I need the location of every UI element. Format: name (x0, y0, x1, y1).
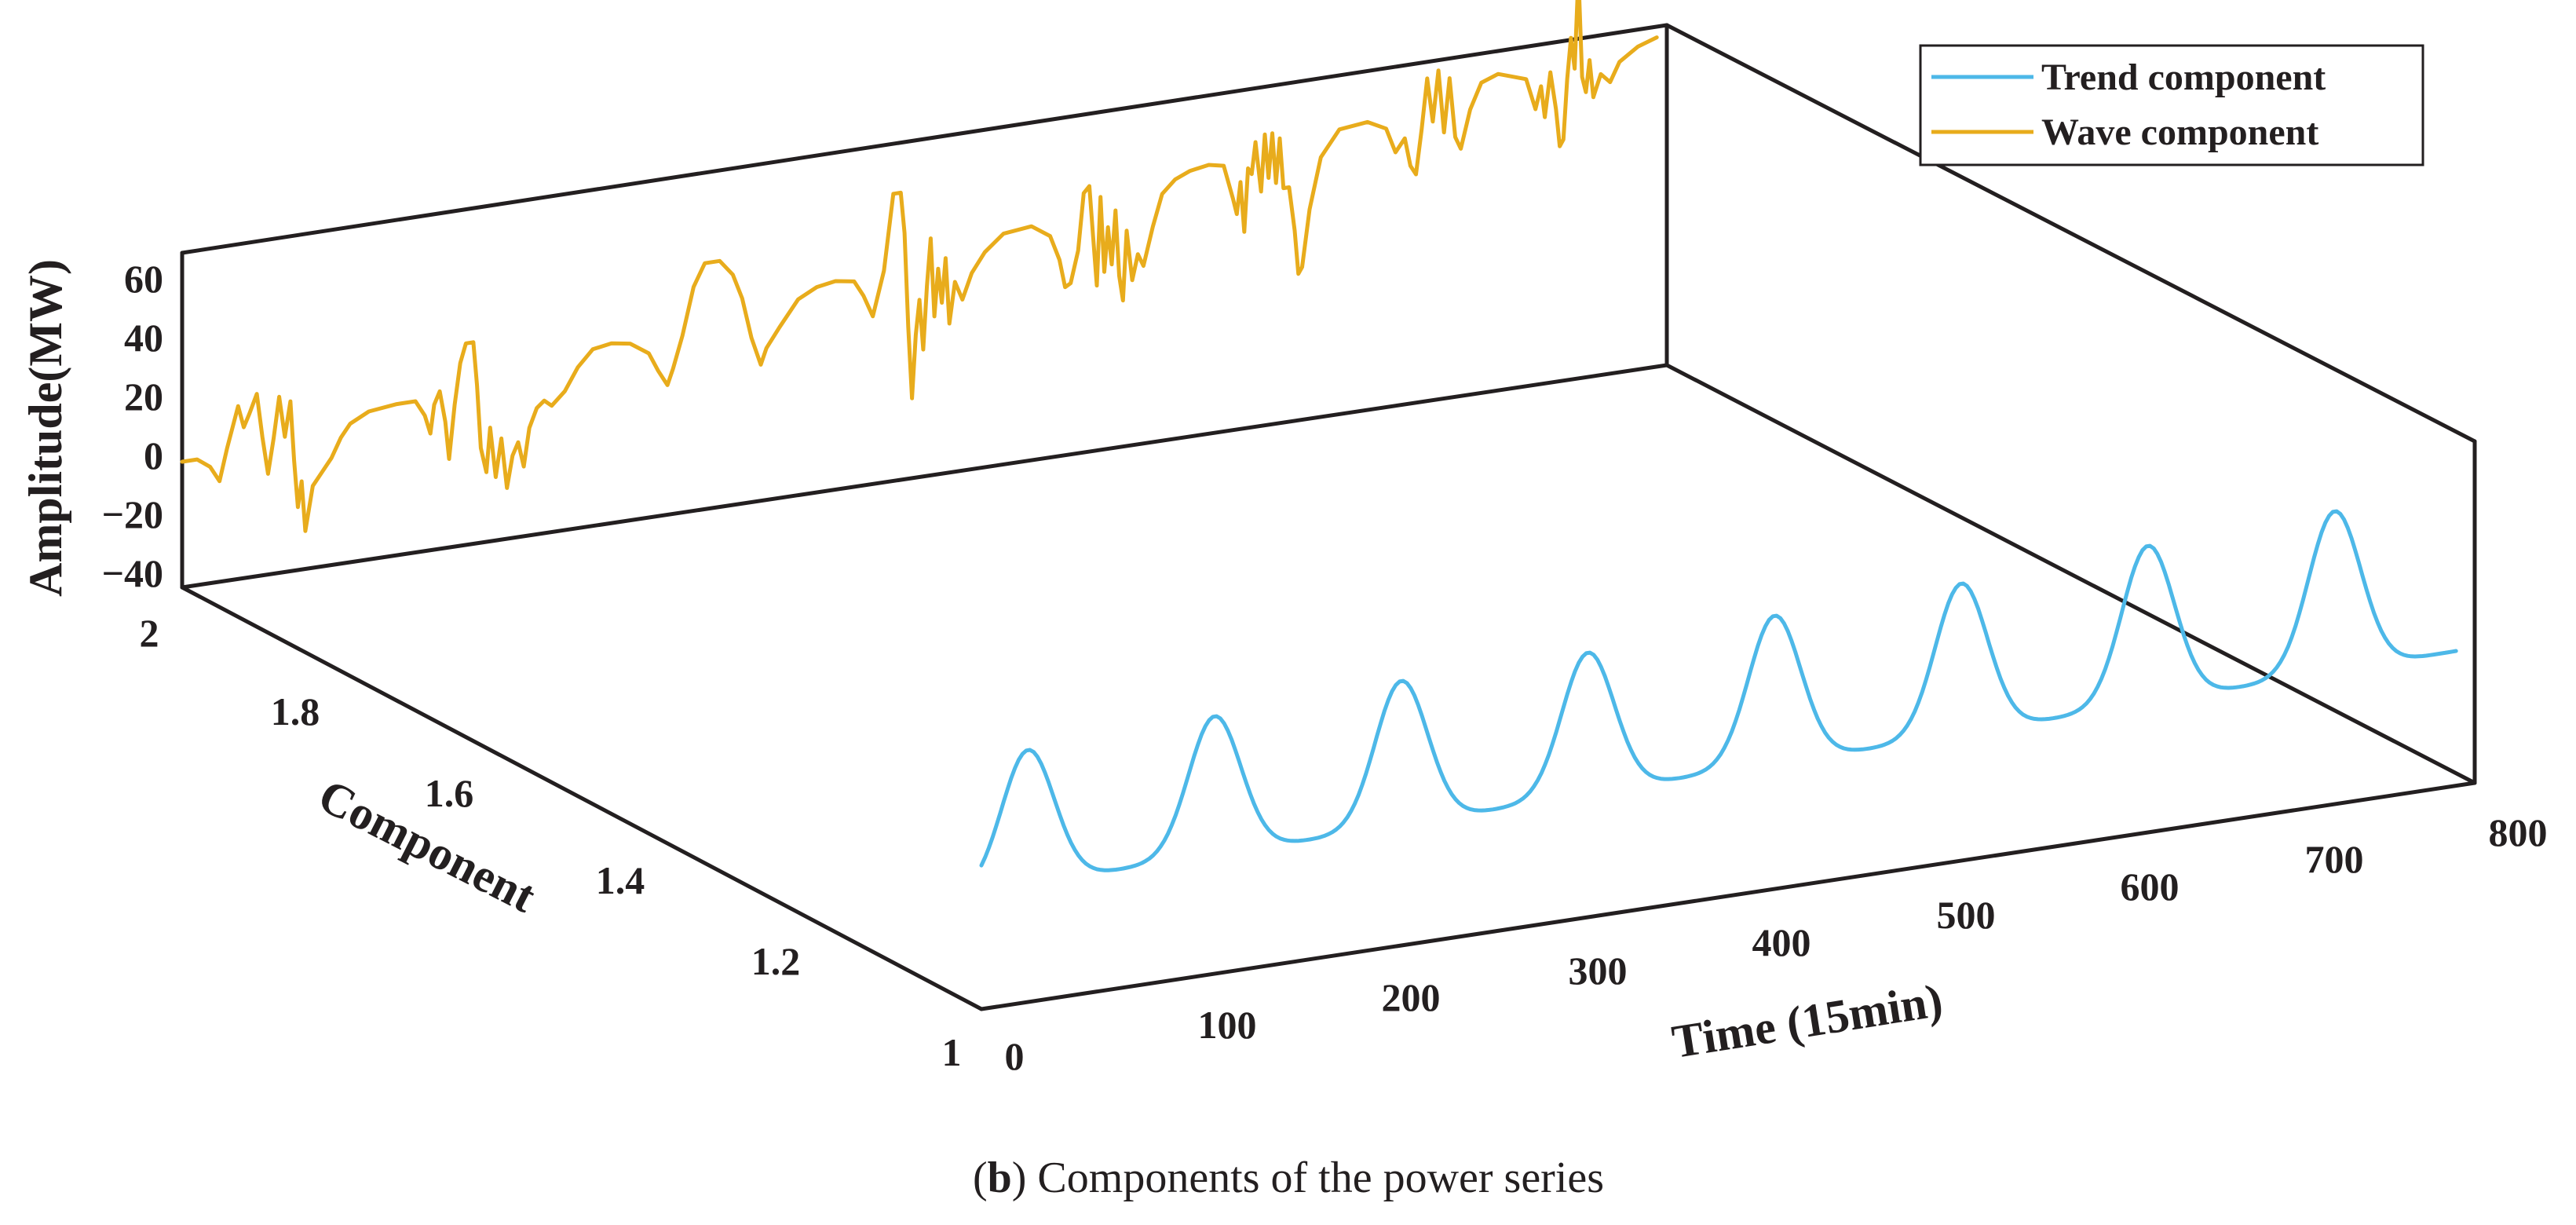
back-top-right-edge (1664, 23, 2477, 444)
component-tick-label: 1.4 (596, 858, 645, 902)
legend: Trend component Wave component (1919, 44, 2424, 166)
time-axis-label: Time (15min) (1668, 974, 1946, 1068)
component-axis-line (180, 585, 984, 1011)
wave-component-line (180, 0, 1659, 533)
back-floor-edge (180, 363, 1669, 590)
component-tick-label: 1.2 (751, 939, 801, 983)
amplitude-tick-label: 20 (124, 375, 163, 419)
amplitude-tick-label: −40 (102, 551, 164, 595)
time-tick-label: 100 (1198, 1003, 1257, 1047)
amplitude-axis-label: Amplitude(MW) (20, 259, 71, 597)
time-tick-label: 800 (2489, 810, 2548, 854)
back-right-floor-edge (1664, 363, 2477, 785)
time-axis-line (979, 781, 2477, 1011)
caption-text: Components of the power series (1037, 1154, 1604, 1202)
component-tick-label: 1.8 (271, 689, 320, 733)
time-tick-label: 500 (1937, 893, 1996, 937)
amplitude-tick-label: 0 (144, 433, 163, 477)
time-tick-labels: 0 100 200 300 400 500 600 700 800 (1005, 810, 2548, 1078)
time-tick-label: 200 (1382, 975, 1441, 1019)
caption-letter: b (988, 1154, 1012, 1202)
back-top-left-edge (180, 23, 1669, 255)
component-tick-label: 2 (140, 611, 159, 655)
component-tick-label: 1 (942, 1030, 962, 1074)
amplitude-tick-label: −20 (102, 492, 164, 536)
legend-wave-label: Wave component (2041, 112, 2318, 153)
time-tick-label: 300 (1569, 949, 1628, 993)
trend-component-line (979, 509, 2458, 872)
component-tick-labels: 1 1.2 1.4 1.6 1.8 2 (140, 611, 962, 1074)
amplitude-tick-label: 40 (124, 316, 163, 360)
legend-trend-label: Trend component (2041, 57, 2326, 98)
time-tick-label: 400 (1752, 920, 1811, 964)
legend-box (1919, 44, 2424, 166)
figure-caption: (b) Components of the power series (973, 1154, 1604, 1202)
time-tick-label: 600 (2121, 865, 2180, 909)
time-tick-label: 700 (2305, 837, 2364, 881)
amplitude-tick-label: 60 (124, 257, 163, 301)
axes-frame (180, 23, 2477, 1011)
component-tick-label: 1.6 (425, 771, 474, 815)
amplitude-tick-labels: 60 40 20 0 −20 −40 (102, 257, 164, 595)
time-tick-label: 0 (1005, 1034, 1025, 1078)
